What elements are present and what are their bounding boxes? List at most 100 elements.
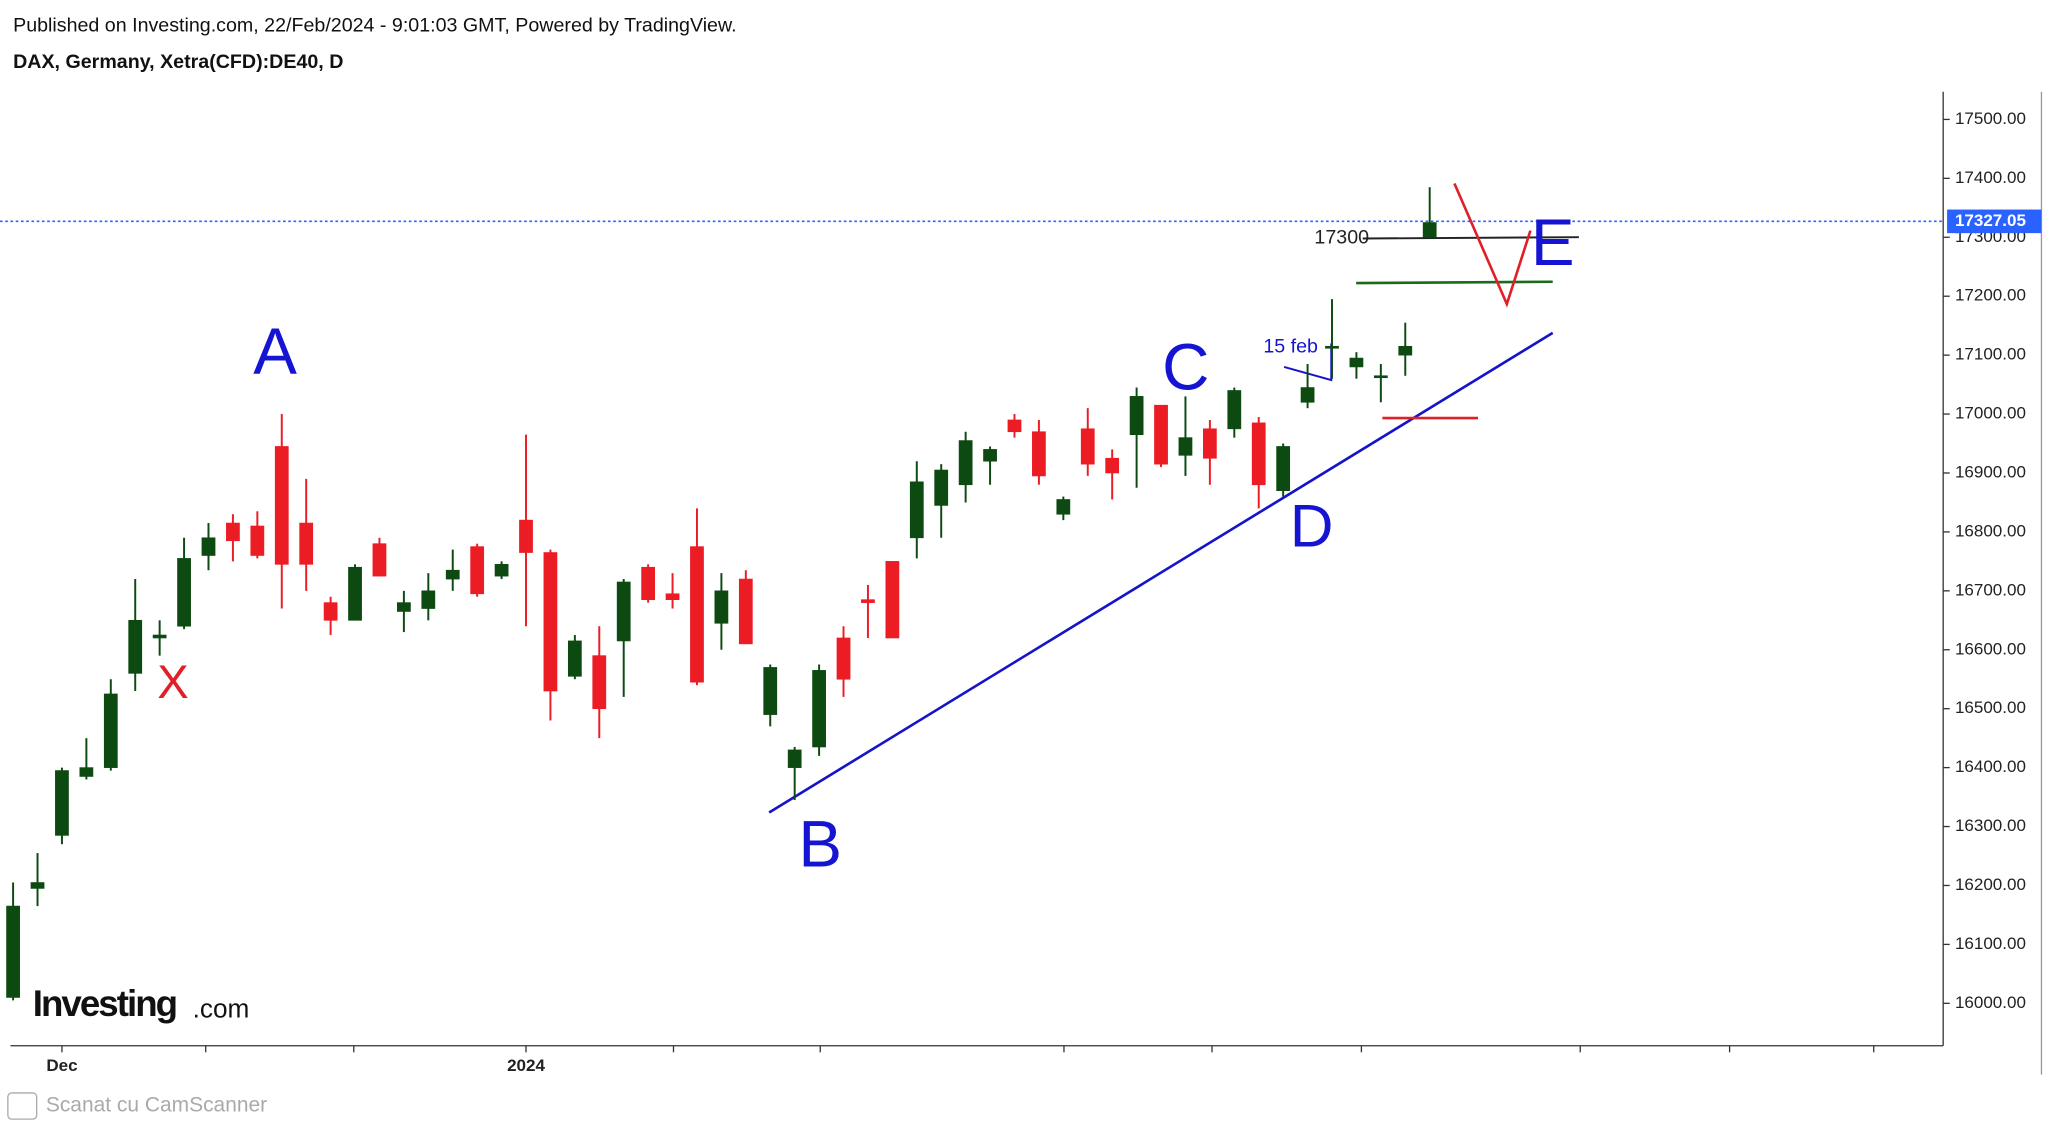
watermark-brand: Investing <box>33 983 176 1024</box>
annotation: A <box>253 315 297 388</box>
candle-body <box>983 449 997 462</box>
candle-body <box>274 446 289 565</box>
y-tick-label: 16500.00 <box>1955 698 2026 717</box>
annotation: D <box>1290 492 1334 560</box>
chart-title: DAX, Germany, Xetra(CFD):DE40, D <box>13 51 343 73</box>
candle-body <box>1276 446 1291 491</box>
level-line <box>1362 236 1579 240</box>
candle-body <box>861 599 875 603</box>
support-line <box>1356 280 1553 285</box>
candle-body <box>1178 437 1193 456</box>
trendline <box>768 331 1554 814</box>
candle-body <box>1105 457 1120 474</box>
y-tick-label: 17200.00 <box>1955 286 2026 305</box>
annotation: 15 feb <box>1263 335 1318 357</box>
candle-body <box>103 693 118 768</box>
y-tick-label: 16100.00 <box>1955 934 2026 953</box>
annotation: 17300 <box>1314 227 1369 249</box>
candle-body <box>763 667 778 715</box>
candle-body <box>79 767 94 777</box>
candle-body <box>592 655 607 710</box>
candle-body <box>6 905 20 998</box>
candle-body <box>152 634 167 639</box>
candle-body <box>738 578 753 645</box>
candle-body <box>836 637 851 680</box>
candle-body <box>1422 222 1437 238</box>
candle-body <box>1007 419 1022 433</box>
y-tick-label: 16300.00 <box>1955 816 2026 835</box>
candle-body <box>299 522 314 565</box>
candle-body <box>616 581 631 642</box>
candle-body <box>1203 428 1217 459</box>
candle-body <box>1154 404 1168 465</box>
y-tick-label: 17400.00 <box>1955 168 2026 187</box>
x-tick-label: 2024 <box>507 1056 545 1075</box>
footer-icon <box>7 1092 38 1120</box>
candle-body <box>55 770 69 836</box>
candle-body <box>445 569 460 580</box>
candle-body <box>690 546 704 683</box>
y-tick-label: 16700.00 <box>1955 580 2026 599</box>
candle-body <box>470 546 485 595</box>
candle-body <box>812 670 826 748</box>
candle-body <box>665 593 680 601</box>
annotation: C <box>1162 330 1209 403</box>
candle-body <box>787 749 802 768</box>
candle-body <box>494 563 509 577</box>
candle-body <box>372 543 387 577</box>
candle-body <box>1032 431 1046 477</box>
candle-body <box>1080 428 1095 465</box>
candle-body <box>567 640 582 677</box>
candle-body <box>1373 375 1388 379</box>
y-tick-label: 16600.00 <box>1955 639 2026 658</box>
candle-body <box>201 537 216 556</box>
footer: Scanat cu CamScanner <box>46 1094 267 1117</box>
header: Published on Investing.com, 22/Feb/2024 … <box>13 14 736 36</box>
last-price-label: 17327.05 <box>1955 211 2026 230</box>
candle-body <box>323 602 338 621</box>
candle-body <box>421 590 436 609</box>
candle-body <box>519 519 533 553</box>
candle-body <box>934 469 949 506</box>
candle-body <box>1251 422 1266 486</box>
candle-body <box>30 882 45 889</box>
y-tick-label: 16400.00 <box>1955 757 2026 776</box>
candle-body <box>1300 387 1315 403</box>
candle-body <box>1056 499 1071 515</box>
candle-body <box>1325 345 1339 349</box>
y-tick-label: 17500.00 <box>1955 109 2026 128</box>
candle-body <box>958 440 973 486</box>
candle-body <box>1349 357 1364 368</box>
watermark-suffix: .com <box>193 993 250 1023</box>
x-axis-ticks <box>205 1045 1875 1053</box>
candle-body <box>1227 390 1242 430</box>
candle-body <box>177 558 191 627</box>
candle-body <box>641 566 656 601</box>
candle-body <box>128 619 143 674</box>
y-tick-label: 16800.00 <box>1955 521 2026 540</box>
y-tick-label: 17100.00 <box>1955 345 2026 364</box>
candle-body <box>1398 345 1413 356</box>
candle-body <box>226 522 240 542</box>
candle-body <box>909 481 924 539</box>
last-price-box <box>1947 209 2042 234</box>
zigzag <box>1453 182 1532 308</box>
candle-body <box>250 525 265 556</box>
candle-body <box>543 552 558 692</box>
y-tick-label: 16200.00 <box>1955 875 2026 894</box>
y-tick-label: 16900.00 <box>1955 462 2026 481</box>
candle-body <box>714 590 729 624</box>
y-tick-label: 17000.00 <box>1955 404 2026 423</box>
annotation: X <box>157 655 188 708</box>
candle-body <box>885 561 900 639</box>
x-tick-label: Dec <box>46 1056 77 1075</box>
y-tick-label: 16000.00 <box>1955 993 2026 1012</box>
annotation: B <box>798 807 842 880</box>
candle-body <box>1129 396 1144 436</box>
candle-body <box>397 602 411 612</box>
candle-body <box>348 566 362 621</box>
annotation: E <box>1531 206 1575 279</box>
